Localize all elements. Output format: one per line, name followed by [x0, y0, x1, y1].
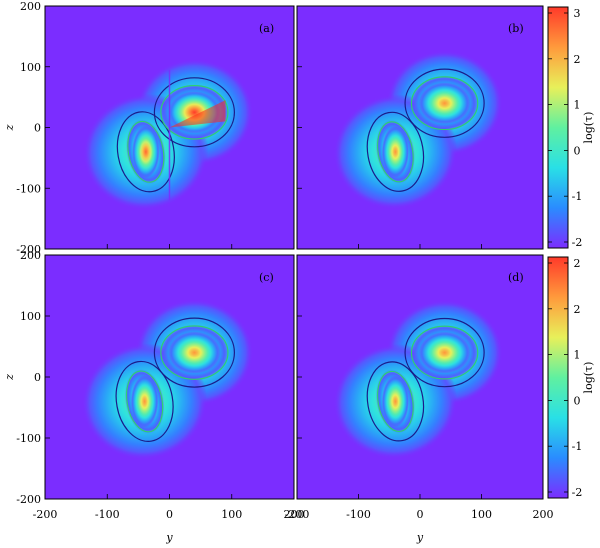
core-upper — [418, 331, 471, 374]
y-tick-label: 0 — [34, 122, 41, 135]
colorbar-tick-label: 2 — [574, 303, 581, 316]
colorbar-tick-label: -2 — [572, 236, 583, 249]
hot-wedge — [169, 100, 226, 128]
panel-label: (c) — [259, 271, 274, 284]
y-tick-label: 200 — [20, 0, 41, 13]
y-tick-label: -200 — [16, 493, 41, 506]
contour-1-upper — [160, 85, 229, 140]
y-tick-label: 100 — [20, 310, 41, 323]
x-tick-label: 0 — [166, 508, 173, 521]
contour-1-upper — [410, 325, 479, 380]
y-tick-label: -100 — [16, 432, 41, 445]
contour-0-lower — [366, 111, 425, 192]
panel-c: (c) — [44, 254, 295, 500]
x-tick-label: -200 — [285, 508, 310, 521]
contour-1-upper — [410, 76, 479, 131]
x-tick-label: 200 — [533, 508, 554, 521]
colorbar-tick-label: 0 — [574, 394, 581, 407]
y-tick-label: 100 — [20, 61, 41, 74]
x-tick-label: -100 — [95, 508, 120, 521]
colorbar: 3 2 1 0 -1 -2 log(τ) — [547, 6, 595, 249]
colorbar-tick-label: -2 — [572, 486, 583, 499]
x-tick-label: 100 — [471, 508, 492, 521]
x-tick-label: 100 — [221, 508, 242, 521]
colorbar-label: log(τ) — [582, 112, 595, 144]
core-lower — [132, 125, 160, 178]
core-lower — [381, 375, 409, 428]
core-lower — [381, 125, 409, 178]
colorbar-label: log(τ) — [582, 362, 595, 394]
y-tick-label: 0 — [34, 371, 41, 384]
colorbar-tick-label: 1 — [574, 99, 581, 112]
colorbar-tick-label: 2 — [574, 257, 581, 270]
panel-d: (d) — [296, 254, 544, 500]
y-tick-label: -200 — [16, 243, 41, 256]
x-tick-label: -200 — [33, 508, 58, 521]
contour-0-upper — [153, 77, 236, 148]
contour-0-upper — [404, 68, 485, 138]
colorbar-ramp — [547, 6, 569, 249]
y-tick-label: 200 — [20, 249, 41, 262]
contour-1-lower — [377, 121, 414, 183]
panel-label: (a) — [259, 22, 274, 35]
colorbar-tick-label: 0 — [574, 144, 581, 157]
core-upper — [418, 82, 471, 125]
core-upper — [168, 331, 221, 374]
contour-1-lower — [377, 370, 414, 432]
panel-label: (d) — [508, 271, 524, 284]
panel-a: (a) — [44, 5, 295, 250]
x-tick-label: 0 — [417, 508, 424, 521]
contour-0-upper — [153, 317, 236, 388]
colorbar-tick-label: -1 — [572, 440, 583, 453]
contour-1-lower — [127, 120, 165, 183]
y-axis-label: z — [3, 124, 16, 131]
y-tick-label: -100 — [16, 182, 41, 195]
colorbar-tick-label: 1 — [574, 349, 581, 362]
contour-0-lower — [115, 360, 174, 442]
colorbar-ramp — [547, 256, 569, 499]
contour-0-upper — [404, 317, 485, 388]
colorbar: 2 2 1 0 -1 -2 log(τ) — [547, 256, 595, 499]
y-axis-label: z — [3, 374, 16, 381]
core-lower — [130, 375, 159, 428]
x-axis-label: y — [165, 531, 173, 544]
panel-label: (b) — [508, 22, 524, 35]
colorbar-tick-label: 2 — [574, 53, 581, 66]
contour-1-lower — [126, 370, 164, 433]
contour-0-lower — [366, 361, 425, 442]
panel-b: (b) — [296, 5, 544, 250]
x-tick-label: 200 — [284, 508, 305, 521]
colorbar-tick-label: 3 — [574, 7, 581, 20]
contour-1-upper — [160, 325, 229, 380]
x-tick-label: -100 — [346, 508, 371, 521]
colorbar-tick-label: -1 — [572, 190, 583, 203]
x-axis-label: y — [416, 531, 424, 544]
contour-0-lower — [116, 111, 175, 193]
